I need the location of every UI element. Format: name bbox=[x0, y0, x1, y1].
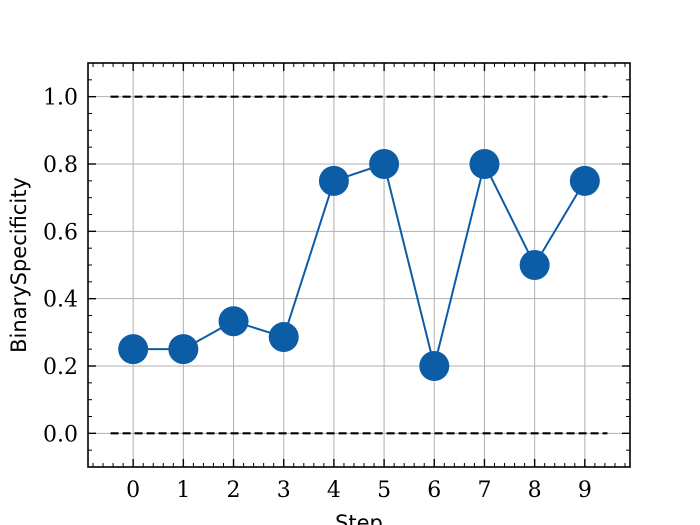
series-line bbox=[133, 161, 586, 367]
data-point bbox=[469, 149, 500, 179]
data-point bbox=[369, 149, 400, 179]
y-tick-label: 0.8 bbox=[43, 153, 78, 178]
x-tick-label: 1 bbox=[176, 478, 190, 503]
y-tick-label: 0.6 bbox=[43, 220, 78, 245]
series bbox=[118, 149, 600, 381]
y-axis-label: BinarySpecificity bbox=[7, 177, 31, 353]
data-point bbox=[168, 334, 199, 365]
y-tick-label: 0.4 bbox=[43, 288, 78, 313]
y-tick-label: 0.0 bbox=[43, 422, 78, 447]
data-point bbox=[118, 334, 149, 365]
data-point bbox=[519, 250, 550, 280]
x-tick-label: 5 bbox=[377, 478, 391, 503]
x-tick-label: 7 bbox=[477, 478, 491, 503]
x-tick-label: 3 bbox=[277, 478, 291, 503]
data-point bbox=[569, 165, 600, 196]
plot-frame bbox=[87, 62, 631, 468]
data-point bbox=[218, 306, 249, 337]
x-tick-label: 2 bbox=[227, 478, 241, 503]
x-tick-label: 8 bbox=[528, 478, 542, 503]
data-point bbox=[419, 351, 450, 381]
x-tick-label: 4 bbox=[327, 478, 341, 503]
x-tick-label: 0 bbox=[126, 478, 140, 503]
x-tick-label: 9 bbox=[578, 478, 592, 503]
data-point bbox=[318, 165, 349, 196]
tick-labels: 0 1 2 3 4 5 6 7 8 9 0.0 0.2 0.4 0.6 0.8 1.0 bbox=[43, 86, 592, 503]
x-axis-label: Step bbox=[335, 511, 383, 525]
y-tick-label: 1.0 bbox=[43, 86, 78, 111]
reference-lines bbox=[110, 95, 608, 435]
data-point bbox=[268, 322, 299, 353]
x-tick-label: 6 bbox=[427, 478, 441, 503]
y-tick-label: 0.2 bbox=[43, 355, 78, 380]
